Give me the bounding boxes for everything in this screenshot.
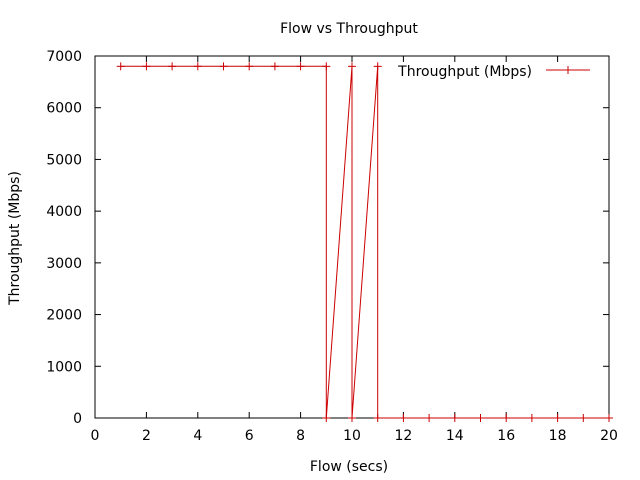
data-point [322,62,331,71]
data-point [245,62,254,71]
x-tick-label: 2 [142,428,151,444]
y-axis-ticks: 0 1000 2000 3000 4000 5000 6000 7000 [46,49,609,427]
y-tick-label: 2000 [46,308,82,324]
legend-swatch-marker [564,66,572,74]
data-point [348,62,356,71]
x-tick-label: 0 [91,428,100,444]
y-tick-label: 1000 [46,359,82,375]
legend: Throughput (Mbps) [397,64,590,80]
data-point [553,414,562,422]
data-point [270,62,279,71]
x-tick-label: 18 [549,428,567,444]
data-point [168,62,177,71]
data-point [373,414,382,422]
data-point [579,414,588,422]
chart-title: Flow vs Throughput [280,21,418,37]
x-tick-label: 20 [600,428,618,444]
y-axis-title: Throughput (Mbps) [7,171,23,306]
data-point [219,62,228,71]
data-point [142,62,151,71]
data-point [116,62,125,71]
x-tick-label: 12 [394,428,412,444]
data-point [296,62,305,71]
y-tick-label: 7000 [46,49,82,65]
data-point [502,414,511,422]
data-point [425,414,434,422]
y-tick-label: 6000 [46,101,82,117]
series-group [116,62,613,422]
y-tick-label: 3000 [46,256,82,272]
data-point [322,414,331,422]
y-tick-label: 0 [73,411,82,427]
y-tick-label: 5000 [46,152,82,168]
x-tick-label: 6 [245,428,254,444]
data-point [605,414,613,422]
data-point [373,62,382,71]
x-tick-label: 16 [497,428,515,444]
data-point [348,414,356,422]
x-tick-label: 8 [296,428,305,444]
x-tick-label: 4 [193,428,202,444]
y-tick-label: 4000 [46,204,82,220]
x-axis-title: Flow (secs) [310,459,388,475]
data-point [527,414,536,422]
data-point [193,62,202,71]
data-point [476,414,485,422]
data-point [450,414,459,422]
data-point [399,414,408,422]
x-tick-label: 14 [446,428,464,444]
legend-label: Throughput (Mbps) [397,64,532,80]
x-tick-label: 10 [343,428,361,444]
x-axis-ticks: 0 2 4 6 8 10 12 14 16 18 20 [91,56,618,444]
series-line [120,65,609,419]
